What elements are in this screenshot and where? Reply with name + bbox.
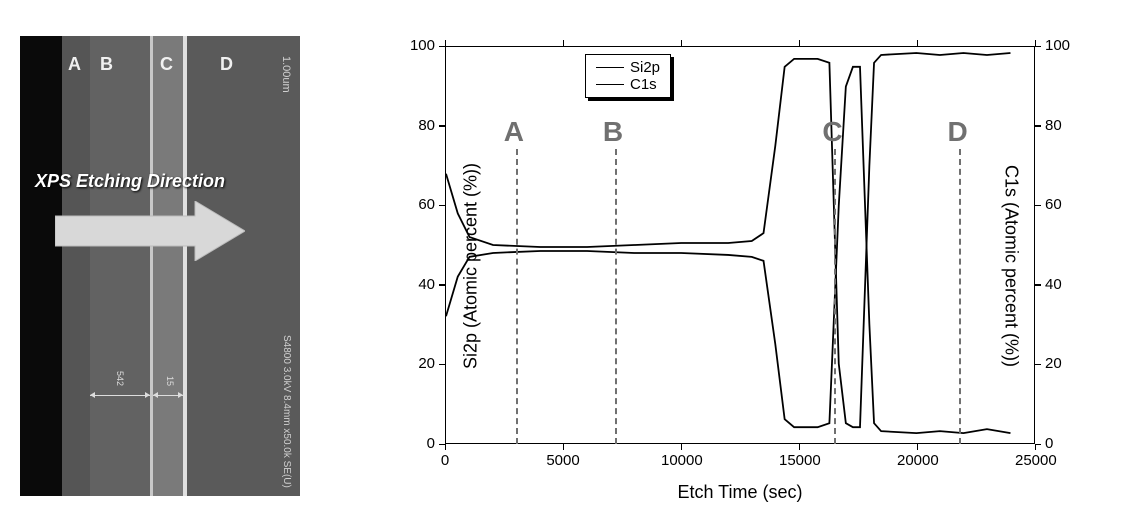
sem-dim-1: 542 bbox=[115, 371, 125, 386]
y-left-tick-label: 60 bbox=[418, 196, 435, 213]
y-left-tick-label: 0 bbox=[427, 435, 435, 452]
x-tick-top bbox=[799, 40, 801, 46]
y-left-tick bbox=[439, 205, 445, 207]
x-tick bbox=[799, 444, 801, 450]
sem-label-d: D bbox=[220, 54, 233, 75]
y-left-tick bbox=[439, 125, 445, 127]
legend-line-icon bbox=[596, 67, 624, 69]
region-mark-a: A bbox=[504, 116, 524, 148]
region-dash-d bbox=[959, 149, 961, 444]
y-left-tick-label: 100 bbox=[410, 37, 435, 54]
y-left-tick-label: 20 bbox=[418, 355, 435, 372]
sem-label-c: C bbox=[160, 54, 173, 75]
x-tick-label: 5000 bbox=[543, 452, 583, 469]
y-left-tick-label: 80 bbox=[418, 117, 435, 134]
legend-label: C1s bbox=[630, 76, 657, 93]
sem-metadata: S4800 3.0kV 8.4mm x50.0k SE(U) bbox=[281, 335, 292, 488]
sem-scale-bar: 1.00um bbox=[280, 56, 292, 93]
sem-region-b bbox=[90, 36, 150, 496]
y-right-tick-label: 60 bbox=[1045, 196, 1062, 213]
plot-svg bbox=[446, 47, 1034, 443]
legend-line-icon bbox=[596, 84, 624, 86]
series-si2p bbox=[446, 53, 1010, 427]
y-right-tick-label: 20 bbox=[1045, 355, 1062, 372]
x-axis-label: Etch Time (sec) bbox=[677, 482, 802, 503]
x-tick-top bbox=[917, 40, 919, 46]
sem-dim-arrow-2 bbox=[153, 395, 183, 396]
sem-edge bbox=[20, 36, 62, 496]
x-tick-label: 15000 bbox=[779, 452, 819, 469]
legend-label: Si2p bbox=[630, 59, 660, 76]
figure-layout: A B C D XPS Etching Direction 1.00um S48… bbox=[0, 0, 1145, 532]
y-right-tick-label: 0 bbox=[1045, 435, 1053, 452]
y-right-tick-label: 40 bbox=[1045, 276, 1062, 293]
x-tick-label: 10000 bbox=[661, 452, 701, 469]
y-right-tick bbox=[1035, 125, 1041, 127]
x-tick-top bbox=[681, 40, 683, 46]
plot-area bbox=[445, 46, 1035, 444]
series-c1s bbox=[446, 67, 1010, 433]
xps-depth-profile-chart: Si2p (Atomic percent (%)) C1s (Atomic pe… bbox=[360, 21, 1120, 511]
region-mark-b: B bbox=[603, 116, 623, 148]
y-right-tick bbox=[1035, 205, 1041, 207]
x-tick bbox=[563, 444, 565, 450]
y-right-tick bbox=[1035, 364, 1041, 366]
sem-region-c bbox=[153, 36, 183, 496]
y-right-tick-label: 100 bbox=[1045, 37, 1070, 54]
sem-dim-2: 15 bbox=[165, 376, 175, 386]
sem-image: A B C D XPS Etching Direction 1.00um S48… bbox=[20, 36, 300, 496]
region-dash-a bbox=[516, 149, 518, 444]
y-left-tick-label: 40 bbox=[418, 276, 435, 293]
y-right-tick-label: 80 bbox=[1045, 117, 1062, 134]
y-right-tick bbox=[1035, 444, 1041, 446]
y-right-tick bbox=[1035, 46, 1041, 48]
y-left-tick bbox=[439, 284, 445, 286]
arrow-right-icon bbox=[55, 201, 245, 266]
legend: Si2p C1s bbox=[585, 54, 671, 98]
region-dash-c bbox=[834, 149, 836, 444]
region-mark-c: C bbox=[822, 116, 842, 148]
sem-region-a bbox=[62, 36, 90, 496]
x-tick bbox=[917, 444, 919, 450]
legend-item-si2p: Si2p bbox=[596, 59, 660, 76]
x-tick-label: 25000 bbox=[1015, 452, 1055, 469]
legend-item-c1s: C1s bbox=[596, 76, 660, 93]
region-mark-d: D bbox=[947, 116, 967, 148]
y-left-tick bbox=[439, 46, 445, 48]
x-tick-top bbox=[563, 40, 565, 46]
sem-label-a: A bbox=[68, 54, 81, 75]
y-left-tick bbox=[439, 364, 445, 366]
sem-label-b: B bbox=[100, 54, 113, 75]
sem-dim-arrow-1 bbox=[90, 395, 150, 396]
region-dash-b bbox=[615, 149, 617, 444]
y-left-tick bbox=[439, 444, 445, 446]
x-tick-label: 0 bbox=[425, 452, 465, 469]
x-tick bbox=[681, 444, 683, 450]
y-right-tick bbox=[1035, 284, 1041, 286]
sem-arrow-label: XPS Etching Direction bbox=[35, 171, 225, 192]
x-tick-label: 20000 bbox=[897, 452, 937, 469]
